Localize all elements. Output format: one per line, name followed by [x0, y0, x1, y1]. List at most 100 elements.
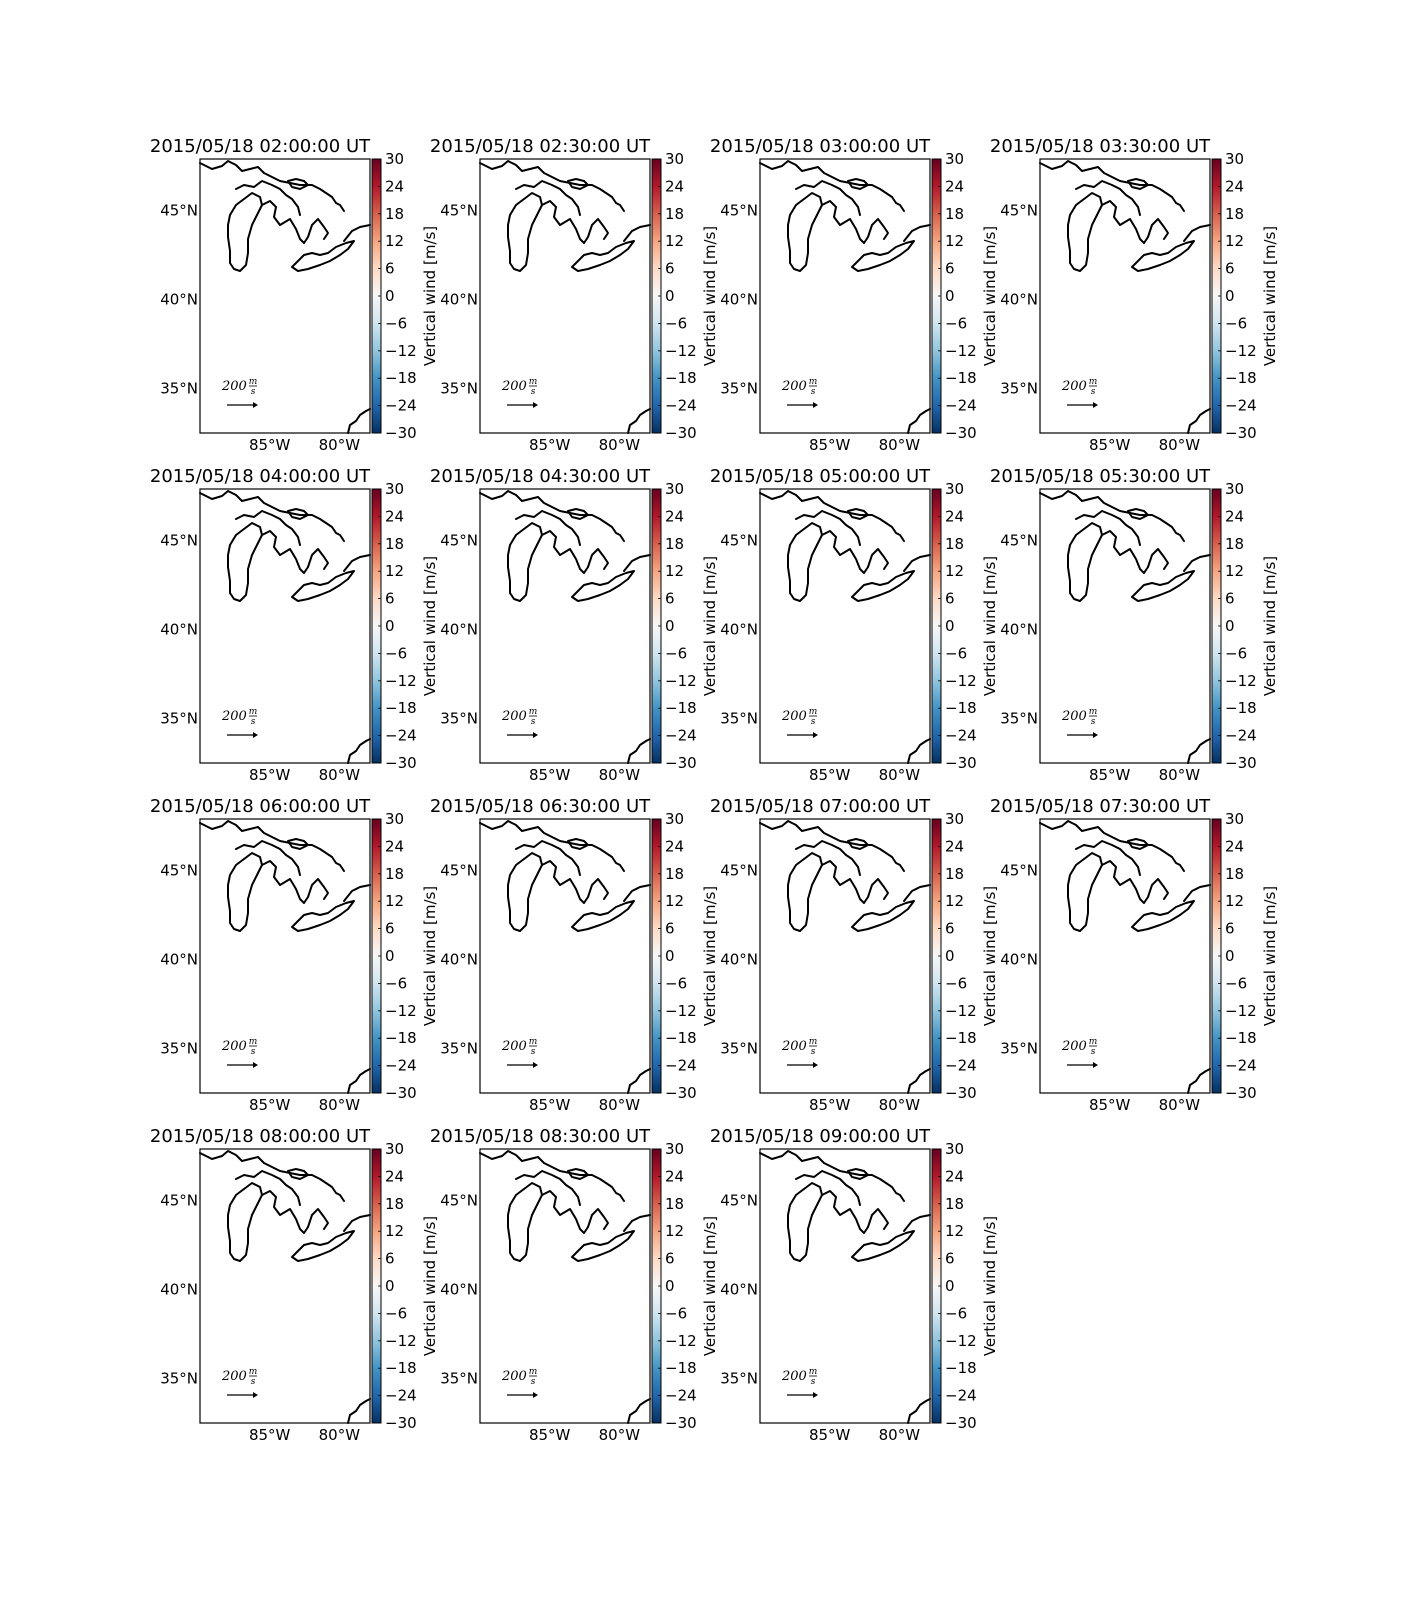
- lon-tick-label: 80°W: [1159, 436, 1201, 454]
- map-frame: [199, 818, 371, 1094]
- svg-text:m: m: [529, 1037, 538, 1047]
- colorbar-tick-label: 6: [945, 1250, 955, 1268]
- map-panel: 2015/05/18 08:30:00 UT 45°N 40°N 35°N 85°W 80…: [430, 1126, 719, 1444]
- colorbar: 30 24 18 12 6 0 −6 −12 −18 −24 −30 Vertical wind [m…: [1211, 150, 1279, 442]
- lon-tick-label: 85°W: [1089, 766, 1131, 784]
- colorbar-tick-label: −18: [665, 699, 697, 717]
- colorbar-tick-label: 24: [945, 507, 964, 525]
- colorbar-tick-label: 6: [665, 260, 675, 278]
- colorbar-tick-label: −18: [385, 1359, 417, 1377]
- colorbar-tick-label: −24: [945, 397, 977, 415]
- colorbar-tick-label: −12: [945, 342, 977, 360]
- lon-tick-label: 85°W: [1089, 1096, 1131, 1114]
- lon-tick-label: 85°W: [529, 1096, 571, 1114]
- colorbar: 30 24 18 12 6 0 −6 −12 −18 −24 −30 Vertical wind [m…: [931, 1140, 999, 1432]
- lon-tick-label: 85°W: [809, 766, 851, 784]
- lat-tick-label: 45°N: [1000, 202, 1038, 220]
- colorbar-tick-label: 12: [385, 1222, 404, 1240]
- quiver-key: 200 ms: [1061, 377, 1098, 408]
- colorbar-tick-label: 24: [665, 507, 684, 525]
- lat-tick-label: 45°N: [160, 532, 198, 550]
- lat-tick-label: 35°N: [1000, 710, 1038, 728]
- coastline: [759, 820, 931, 1094]
- panel-title: 2015/05/18 07:00:00 UT: [710, 796, 931, 817]
- svg-text:m: m: [249, 707, 258, 717]
- coastline: [759, 160, 931, 434]
- quiver-key: 200 ms: [781, 707, 818, 738]
- coastline: [759, 490, 931, 764]
- colorbar-tick-label: 30: [385, 810, 404, 828]
- map-frame: [479, 1148, 651, 1424]
- svg-text:s: s: [251, 1047, 256, 1057]
- colorbar-label: Vertical wind [m/s]: [981, 226, 999, 366]
- coastline: [199, 160, 371, 434]
- map-panel: 2015/05/18 04:30:00 UT 45°N 40°N 35°N 85°W 80…: [430, 466, 719, 784]
- lat-tick-label: 45°N: [720, 862, 758, 880]
- colorbar-label: Vertical wind [m/s]: [421, 226, 439, 366]
- lat-tick-label: 45°N: [440, 202, 478, 220]
- colorbar-tick-label: 6: [665, 1250, 675, 1268]
- lat-tick-label: 45°N: [160, 1192, 198, 1210]
- colorbar-tick-label: 6: [385, 590, 395, 608]
- svg-text:200: 200: [501, 1369, 527, 1384]
- colorbar: 30 24 18 12 6 0 −6 −12 −18 −24 −30 Vertical wind [m…: [931, 480, 999, 772]
- coastline: [479, 820, 651, 1094]
- colorbar-tick-label: −30: [665, 754, 697, 772]
- colorbar-tick-label: −30: [945, 1414, 977, 1432]
- svg-text:m: m: [809, 1037, 818, 1047]
- colorbar-tick-label: 0: [945, 617, 955, 635]
- svg-text:s: s: [251, 387, 256, 397]
- lat-tick-label: 40°N: [720, 951, 758, 969]
- colorbar-tick-label: 30: [665, 480, 684, 498]
- colorbar-tick-label: 24: [385, 177, 404, 195]
- svg-text:s: s: [811, 387, 816, 397]
- colorbar-tick-label: 24: [385, 1167, 404, 1185]
- colorbar-tick-label: −30: [945, 424, 977, 442]
- coastline: [1039, 490, 1211, 764]
- map-frame: [759, 488, 931, 764]
- colorbar-tick-label: 0: [945, 1277, 955, 1295]
- colorbar-tick-label: 6: [665, 920, 675, 938]
- colorbar-label: Vertical wind [m/s]: [981, 1216, 999, 1356]
- colorbar-tick-label: −30: [665, 1414, 697, 1432]
- colorbar-tick-label: −12: [945, 1332, 977, 1350]
- map-frame: [759, 818, 931, 1094]
- lat-tick-label: 40°N: [440, 951, 478, 969]
- map-frame: [479, 818, 651, 1094]
- colorbar-tick-label: −12: [945, 1002, 977, 1020]
- colorbar-tick-label: −12: [665, 672, 697, 690]
- panel-title: 2015/05/18 09:00:00 UT: [710, 1126, 931, 1147]
- lat-tick-label: 40°N: [160, 291, 198, 309]
- map-panel: 2015/05/18 07:00:00 UT 45°N 40°N 35°N 85°W 80…: [710, 796, 999, 1114]
- coastline: [1039, 820, 1211, 1094]
- colorbar-tick-label: −18: [665, 1029, 697, 1047]
- lon-tick-label: 80°W: [319, 436, 361, 454]
- colorbar-tick-label: 24: [385, 507, 404, 525]
- lat-tick-label: 35°N: [440, 1040, 478, 1058]
- colorbar-tick-label: 0: [1225, 947, 1235, 965]
- colorbar-label: Vertical wind [m/s]: [981, 556, 999, 696]
- lon-tick-label: 85°W: [529, 436, 571, 454]
- colorbar-tick-label: −6: [945, 1304, 967, 1322]
- colorbar-tick-label: −12: [665, 1002, 697, 1020]
- colorbar-tick-label: 18: [1225, 865, 1244, 883]
- svg-text:s: s: [531, 387, 536, 397]
- colorbar-tick-label: 24: [945, 837, 964, 855]
- svg-text:200: 200: [501, 709, 527, 724]
- map-frame: [199, 488, 371, 764]
- colorbar-label: Vertical wind [m/s]: [701, 226, 719, 366]
- colorbar-tick-label: 12: [665, 892, 684, 910]
- colorbar-tick-label: 18: [665, 1195, 684, 1213]
- map-frame: [759, 158, 931, 434]
- map-panel: 2015/05/18 07:30:00 UT 45°N 40°N 35°N 85°W 80…: [990, 796, 1279, 1114]
- colorbar-tick-label: −18: [945, 369, 977, 387]
- colorbar-tick-label: −6: [665, 644, 687, 662]
- lat-tick-label: 45°N: [440, 1192, 478, 1210]
- colorbar-tick-label: 0: [385, 287, 395, 305]
- colorbar-label: Vertical wind [m/s]: [701, 1216, 719, 1356]
- quiver-key: 200 ms: [501, 1367, 538, 1398]
- svg-text:m: m: [249, 1367, 258, 1377]
- colorbar-tick-label: 30: [665, 810, 684, 828]
- colorbar-tick-label: −18: [945, 699, 977, 717]
